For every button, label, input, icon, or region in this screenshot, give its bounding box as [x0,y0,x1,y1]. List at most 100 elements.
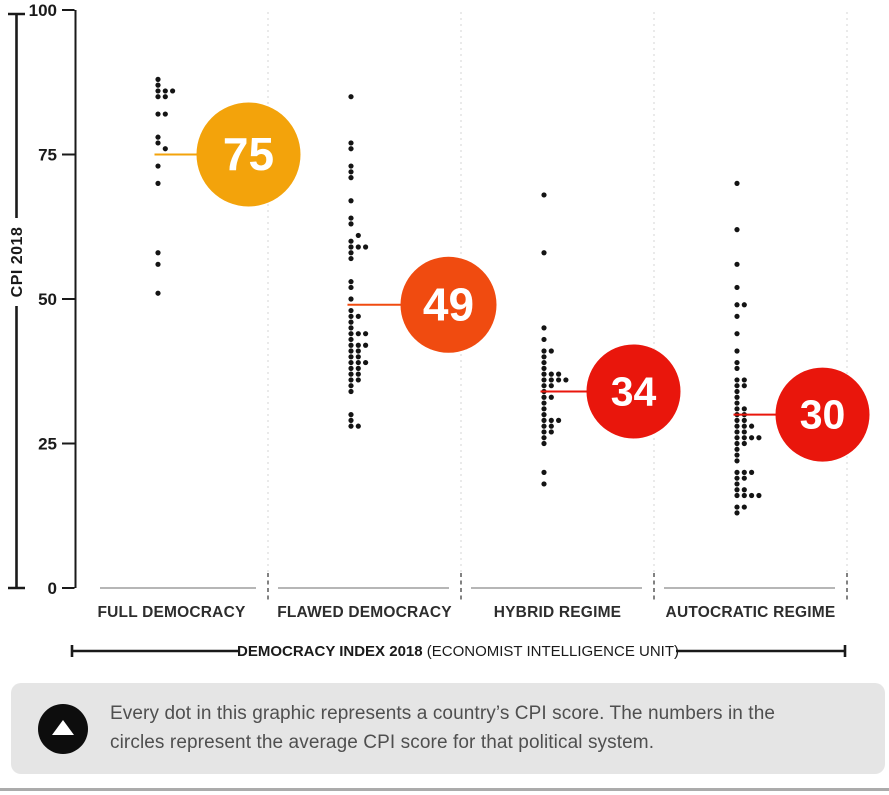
country-dot [541,481,547,487]
country-dot [734,417,740,423]
country-dot [348,365,354,371]
country-dot [162,111,168,117]
country-dot [734,423,740,429]
country-dot [741,429,747,435]
country-dot [155,88,161,94]
cpi-democracy-dot-plot: 0 25 50 75 100 CPI 2018 75 49 34 30 FULL DEMOCRACY… [8,1,870,660]
country-dot [541,406,547,412]
country-dot [734,492,740,499]
up-triangle-icon [38,703,88,754]
country-dot [348,371,354,377]
country-dot [155,76,161,82]
country-dot [348,146,354,152]
country-dot [355,423,361,429]
country-dot [563,377,569,383]
country-dot [541,325,547,331]
country-dot [734,261,740,267]
country-dot [734,458,740,464]
country-dot [734,359,740,366]
x-axis-title-paren: (ECONOMIST INTELLIGENCE UNIT) [427,643,679,660]
y-tick-label: 25 [38,435,57,454]
country-dot [741,383,747,389]
footnote-line-1: Every dot in this graphic represents a c… [110,703,776,724]
country-dot [741,487,747,493]
country-dot [756,492,762,499]
country-dot [741,475,747,481]
country-dot [348,359,354,366]
country-dot [541,469,547,475]
y-tick-label: 50 [38,290,57,309]
country-dot [348,342,354,348]
average-circle [400,256,497,353]
country-dot [541,412,547,418]
country-dot [548,377,554,383]
country-dot [734,348,740,354]
country-dot [741,377,747,383]
country-dot [734,365,740,371]
country-dot [155,290,161,296]
country-dot [348,140,354,146]
country-dot [348,319,354,325]
country-dot [348,412,354,418]
average-value: 75 [223,128,274,180]
y-axis-title: CPI 2018 [9,227,26,298]
country-dot [548,394,554,400]
country-dot [348,94,354,100]
country-dot [548,371,554,377]
country-dot [741,469,747,475]
category-label: FULL DEMOCRACY [97,604,245,621]
country-dot [162,146,168,152]
y-tick-label: 0 [48,579,57,598]
country-dot [548,383,554,389]
country-dot [556,377,562,383]
country-dot [348,383,354,389]
country-dot [749,469,755,475]
country-dot [541,440,547,447]
country-dot [355,342,361,348]
country-dot [155,140,161,146]
country-dot [348,348,354,354]
x-axis-title: DEMOCRACY INDEX 2018 (ECONOMIST INTELLIG… [237,643,679,660]
country-dot [348,313,354,319]
country-dot [348,255,354,262]
country-dot [734,475,740,481]
country-dot [734,388,740,395]
country-dot [348,354,354,360]
country-dot [734,394,740,400]
country-dot [741,492,747,499]
country-dot [162,94,168,100]
country-dot [348,325,354,331]
country-dot [734,406,740,412]
country-dot [155,163,161,169]
country-dot [541,435,547,441]
country-dot [734,481,740,487]
country-dot [348,296,354,302]
country-dot [749,423,755,429]
footnote-box: Every dot in this graphic represents a c… [11,683,885,774]
country-dot [355,244,361,250]
country-dot [355,313,361,319]
country-dot [541,359,547,366]
x-axis-title-bold: DEMOCRACY INDEX 2018 [237,643,427,660]
country-dot [355,359,361,366]
y-axis-bracket [8,12,25,590]
country-dot [541,354,547,360]
country-dot [363,342,369,348]
country-dot [348,377,354,383]
country-dot [348,307,354,314]
country-dot [541,400,547,406]
average-value: 30 [800,392,846,438]
country-dot [734,487,740,493]
country-dot [741,435,747,441]
country-dot [734,302,740,308]
country-dot [363,244,369,250]
y-tick-label: 75 [38,146,57,165]
country-dot [348,279,354,285]
country-dot [348,331,354,337]
country-dot [162,88,168,94]
country-dot [348,175,354,181]
country-dot [348,388,354,395]
country-dot [355,377,361,383]
dot-plot-svg: 0 25 50 75 100 CPI 2018 75 49 34 30 FULL DEMOCRACY… [8,1,870,660]
country-dot [348,423,354,429]
